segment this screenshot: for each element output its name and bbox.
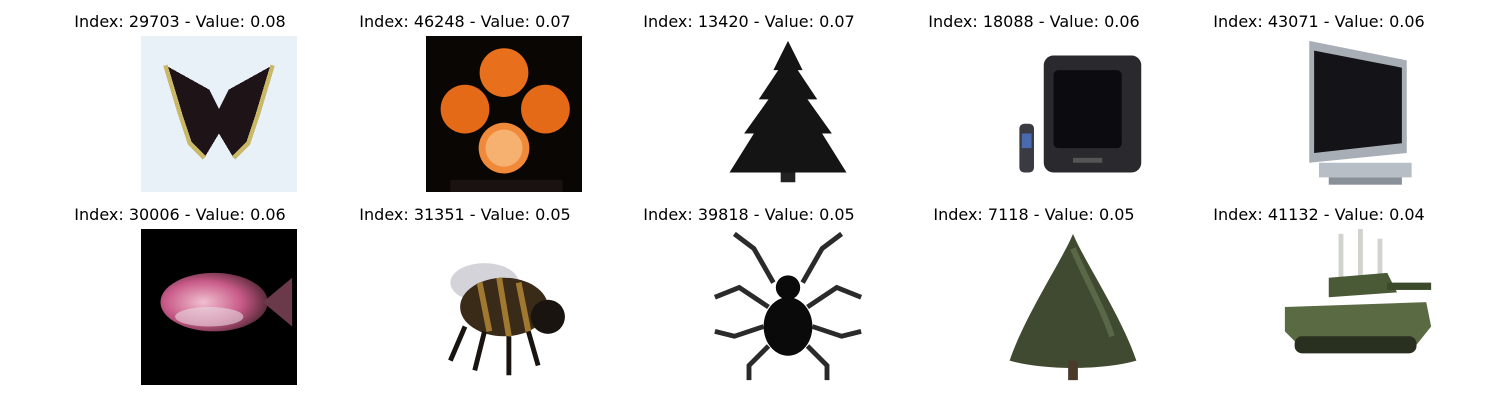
flat-tv-icon [1280,36,1436,192]
cone-tree-icon [995,229,1151,385]
image-title: Index: 46248 - Value: 0.07 [359,12,571,31]
image-title: Index: 30006 - Value: 0.06 [74,205,286,224]
image-title: Index: 18088 - Value: 0.06 [928,12,1140,31]
grid-cell-3: Index: 13420 - Value: 0.07 [607,12,891,192]
image-title: Index: 31351 - Value: 0.05 [359,205,571,224]
image-title: Index: 41132 - Value: 0.04 [1213,205,1425,224]
image-title: Index: 29703 - Value: 0.08 [74,12,286,31]
grid-cell-8: Index: 39818 - Value: 0.05 [607,205,891,385]
image-title: Index: 39818 - Value: 0.05 [643,205,855,224]
grid-cell-7: Index: 31351 - Value: 0.05 [323,205,607,385]
grid-cell-4: Index: 18088 - Value: 0.06 [892,12,1176,192]
crt-television-icon [995,36,1151,192]
grid-cell-5: Index: 43071 - Value: 0.06 [1177,12,1461,192]
grid-cell-6: Index: 30006 - Value: 0.06 [38,205,322,385]
tank-icon [1280,229,1436,385]
grid-cell-2: Index: 46248 - Value: 0.07 [323,12,607,192]
grid-cell-1: Index: 29703 - Value: 0.08 [38,12,322,192]
bee-icon [426,229,582,385]
spider-icon [710,229,866,385]
grid-cell-10: Index: 41132 - Value: 0.04 [1177,205,1461,385]
butterfly-icon [141,36,297,192]
grid-cell-9: Index: 7118 - Value: 0.05 [892,205,1176,385]
oranges-icon [426,36,582,192]
fish-icon [141,229,297,385]
image-title: Index: 13420 - Value: 0.07 [643,12,855,31]
image-title: Index: 43071 - Value: 0.06 [1213,12,1425,31]
image-title: Index: 7118 - Value: 0.05 [933,205,1135,224]
pine-tree-icon [710,36,866,192]
